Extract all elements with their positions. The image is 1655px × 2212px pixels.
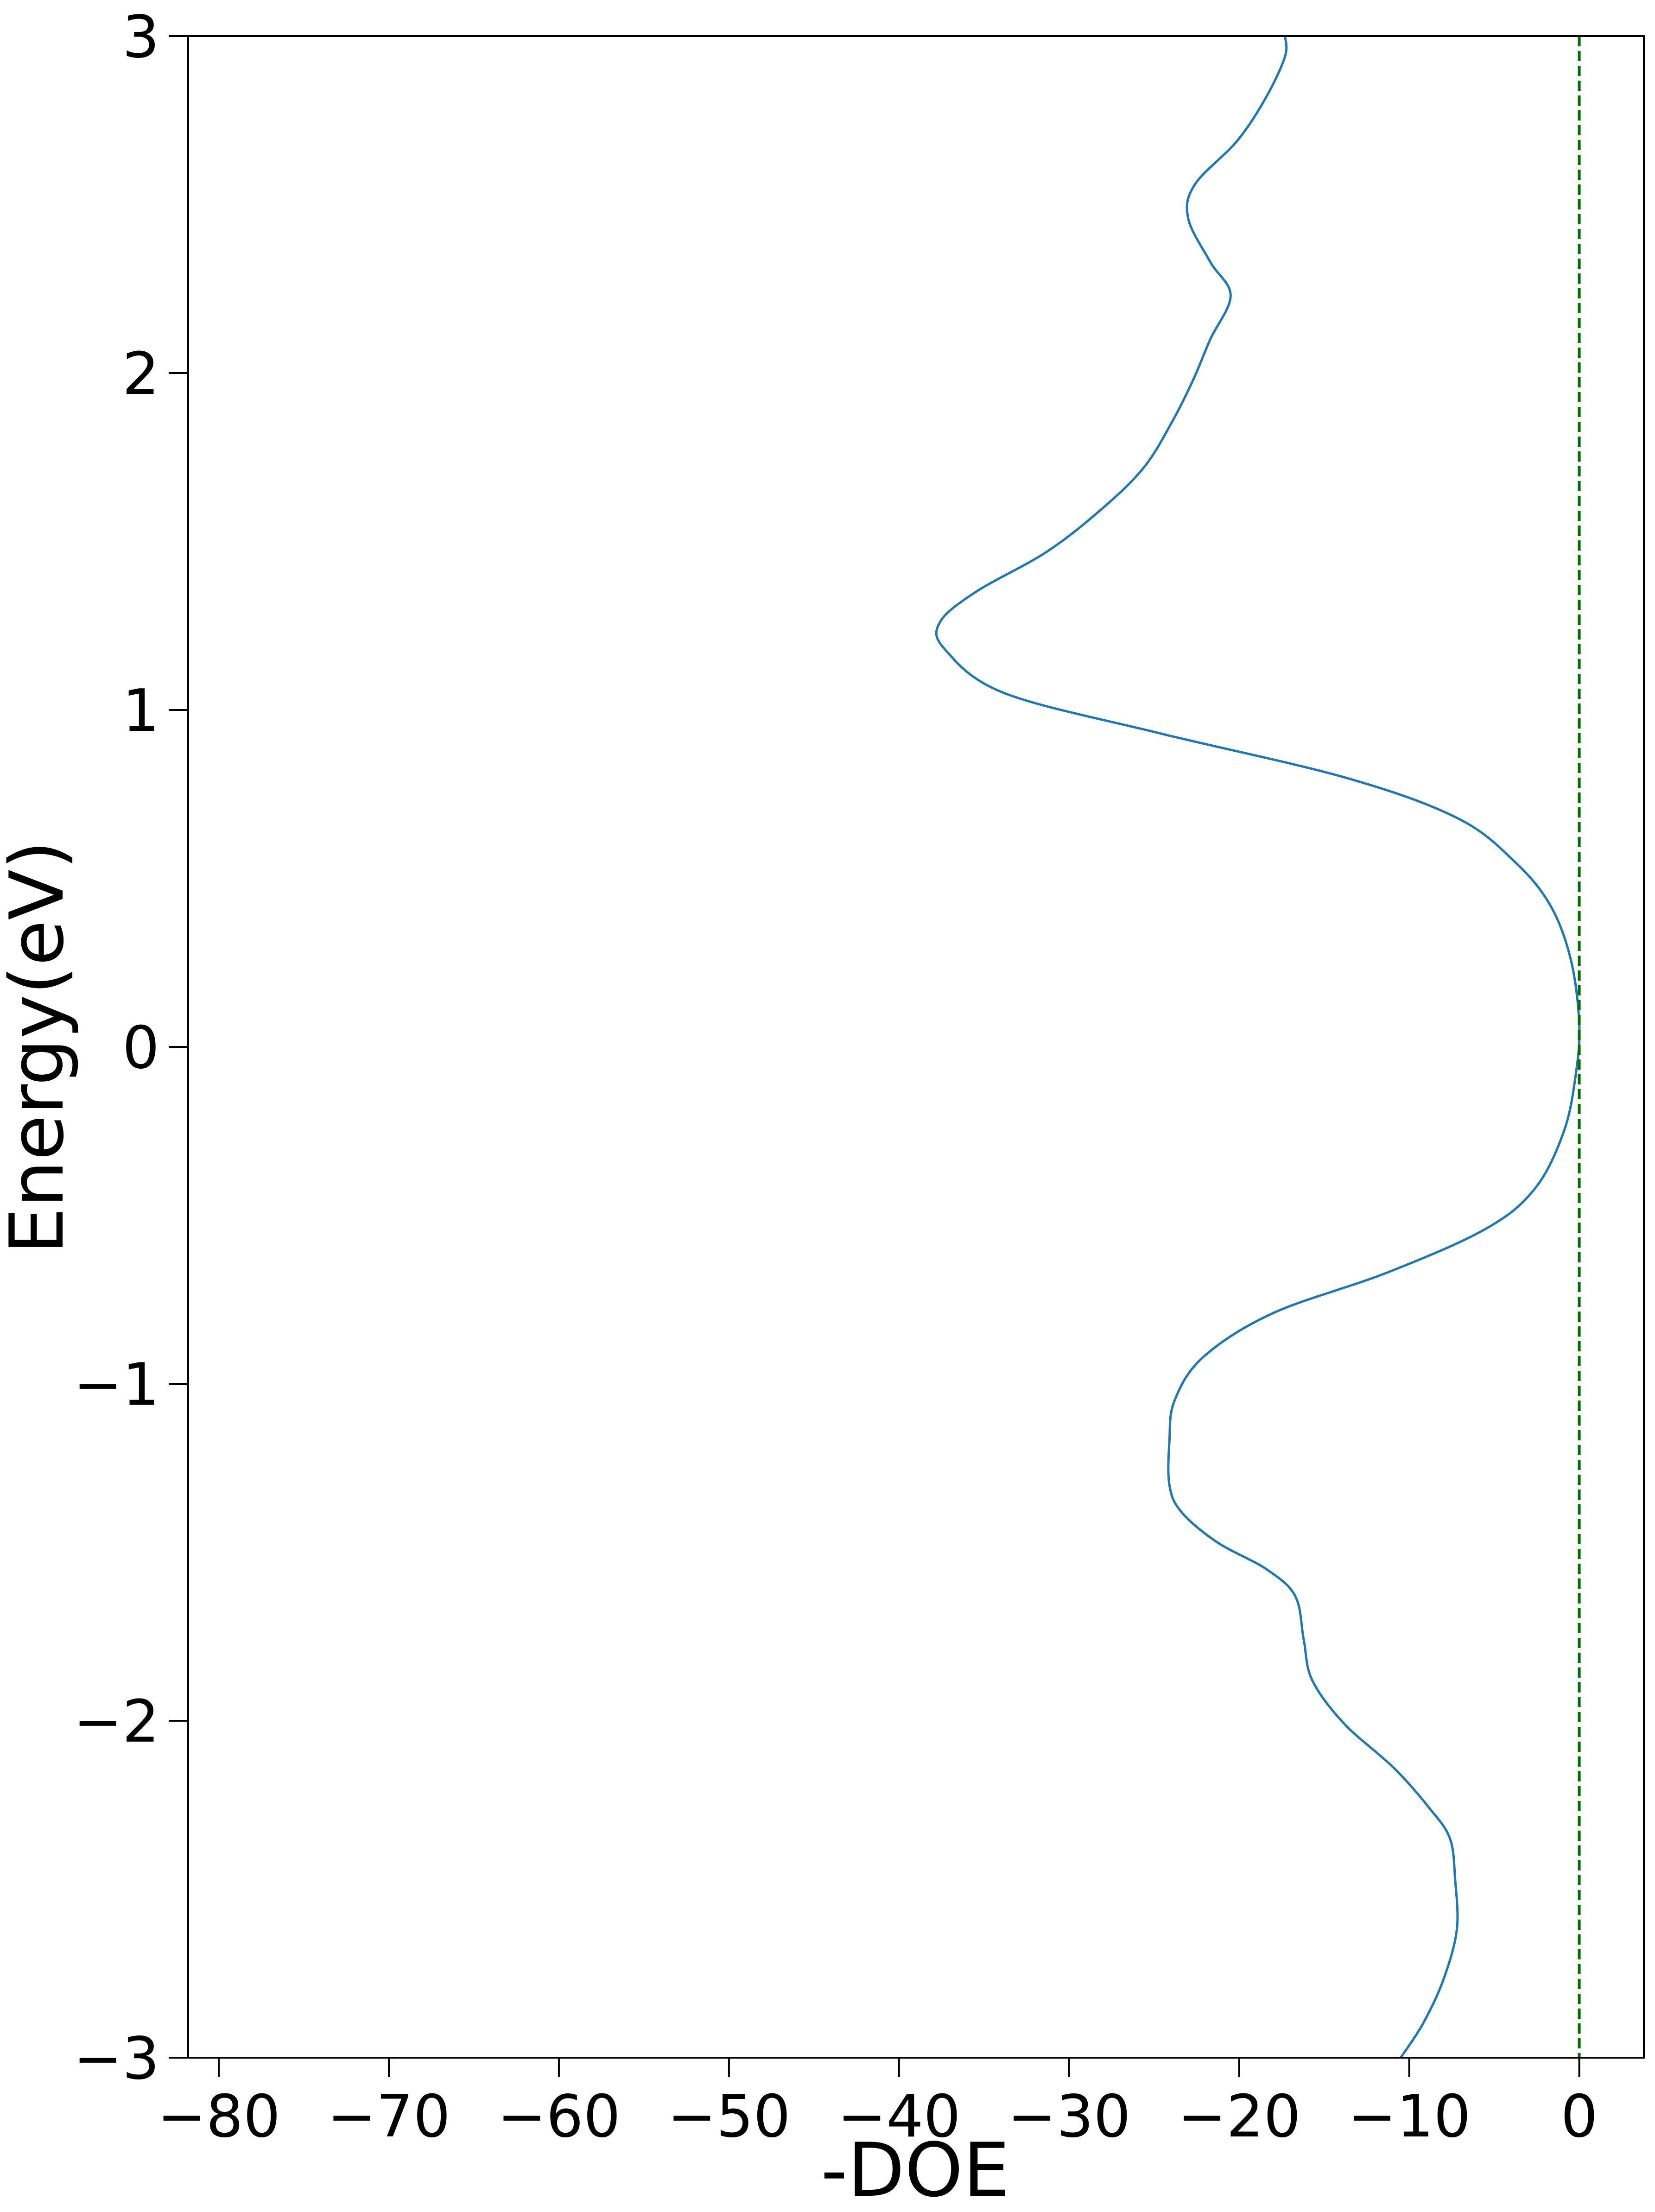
y-tick-label: 2	[122, 340, 159, 408]
y-tick-label: 0	[122, 1014, 159, 1082]
x-tick-label: −70	[327, 2082, 450, 2150]
x-tick-label: −10	[1348, 2082, 1471, 2150]
x-tick-label: −50	[667, 2082, 791, 2150]
x-tick-label: −40	[837, 2082, 961, 2150]
y-tick-label: 1	[122, 677, 159, 745]
x-tick-label: −60	[497, 2082, 621, 2150]
plot-area	[187, 35, 1645, 2059]
x-axis: −80 −70 −60 −50 −40 −30 −20 −10 0	[157, 2058, 1598, 2150]
dos-series-line-0	[935, 36, 1581, 2059]
x-tick-label: −80	[157, 2082, 280, 2150]
y-tick-label: −1	[73, 1350, 159, 1419]
x-tick-label: −20	[1178, 2082, 1301, 2150]
plot-frame	[187, 35, 1645, 2059]
y-tick-label: 3	[122, 3, 159, 71]
y-axis: −3 −2 −1 0 1 2 3	[73, 3, 188, 2092]
y-tick-label: −3	[73, 2024, 159, 2092]
x-tick-label: 0	[1560, 2082, 1598, 2150]
x-tick-label: −30	[1008, 2082, 1131, 2150]
x-axis-label: -DOE	[821, 2127, 1010, 2212]
y-axis-label: Energy(eV)	[0, 841, 80, 1255]
y-tick-label: −2	[73, 1687, 159, 1756]
